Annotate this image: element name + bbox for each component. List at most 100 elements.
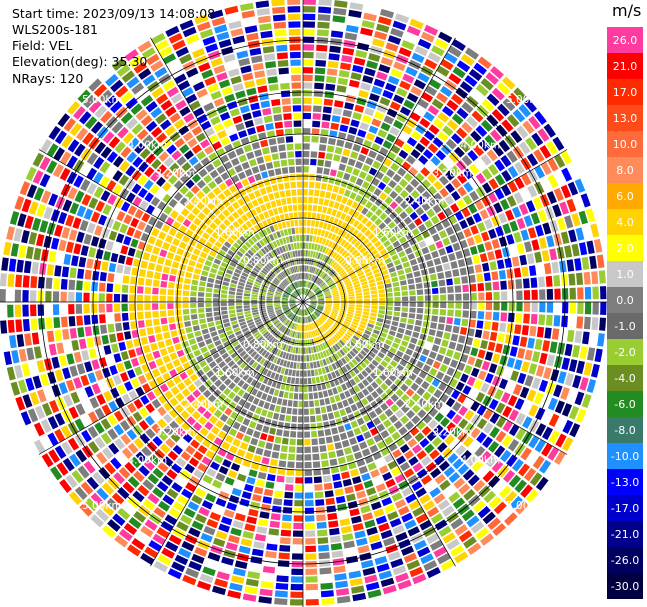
ray-gate [148,379,158,389]
ray-gate [289,251,294,258]
ray-gate [309,323,312,330]
ray-gate [218,383,227,392]
ray-gate [65,474,78,489]
ray-gate [74,143,86,157]
ray-gate [346,342,353,349]
ray-gate [513,231,522,243]
ray-gate [248,359,256,366]
ray-gate [260,248,267,255]
ray-gate [307,377,312,385]
ray-gate [13,228,23,242]
ray-gate [106,303,113,313]
ray-gate [66,155,78,169]
ray-gate [314,75,325,82]
ray-gate [151,423,162,434]
ray-gate [352,367,360,375]
ray-gate [129,312,137,321]
ray-gate [318,221,324,229]
ray-gate [319,245,324,252]
ray-gate [234,512,246,522]
ray-gate [126,192,136,203]
ray-gate [598,270,606,284]
ray-gate [304,317,307,324]
ray-gate [208,404,217,414]
ray-gate [77,268,85,279]
ray-gate [408,166,419,177]
ray-gate [317,304,325,307]
ray-gate [138,465,150,477]
ray-gate [101,334,110,345]
ray-gate [346,352,354,360]
ray-gate [513,359,523,371]
ray-gate [581,256,590,270]
ray-gate [454,524,468,536]
ray-gate [257,15,271,24]
ray-gate [196,21,211,32]
ray-gate [288,353,292,361]
ray-gate [164,338,173,347]
ray-gate [294,290,299,297]
ray-gate [326,184,334,192]
ray-gate [314,189,320,197]
ray-gate [291,293,298,298]
ray-gate [448,491,461,503]
ray-gate [334,235,340,243]
ray-gate [333,7,347,16]
ray-gate [303,288,306,295]
ray-gate [404,329,413,336]
ray-gate [137,286,144,294]
ray-gate [140,115,153,127]
ray-gate [290,322,294,329]
ray-gate [259,139,269,148]
ray-gate [164,390,174,400]
ray-gate [158,46,173,58]
ray-gate [276,322,282,328]
ray-gate [313,338,317,345]
ray-gate [476,418,488,430]
ray-gate [298,309,301,316]
ray-gate [348,257,355,264]
ray-gate [523,215,533,227]
ray-gate [325,300,332,302]
ray-gate [278,246,284,254]
ray-gate [313,476,322,484]
ray-gate [310,227,314,235]
ray-gate [193,379,203,388]
ray-gate [449,439,461,451]
ray-gate [228,401,237,410]
ray-gate [282,295,289,299]
ray-gate [99,175,110,188]
ray-gate [76,205,87,218]
ray-gate [259,511,270,519]
ray-gate [182,303,189,309]
ray-gate [182,309,190,315]
ray-gate [215,369,224,378]
ray-gate [377,284,385,290]
ray-gate [145,428,156,439]
ray-gate [102,447,114,460]
ray-gate [103,390,113,402]
ray-gate [341,196,348,205]
ray-gate [286,287,292,293]
ray-gate [248,275,256,281]
ray-gate [54,412,66,426]
ray-gate [346,331,353,337]
ray-gate [421,348,430,357]
ray-gate [315,320,321,327]
ray-gate [321,325,327,332]
ray-gate [251,493,262,502]
ray-gate [180,173,190,184]
ray-gate [336,351,343,358]
ray-gate [537,128,550,142]
ray-gate [267,535,279,544]
ray-gate [319,136,328,144]
ray-gate [512,109,526,123]
ray-gate [301,265,303,272]
ray-gate [310,369,315,377]
range-ring-label: 5.00km [82,500,122,512]
ray-gate [179,514,193,525]
ray-gate [305,522,315,530]
ray-gate [363,305,371,309]
ray-gate [133,338,141,347]
ray-gate [318,318,324,324]
